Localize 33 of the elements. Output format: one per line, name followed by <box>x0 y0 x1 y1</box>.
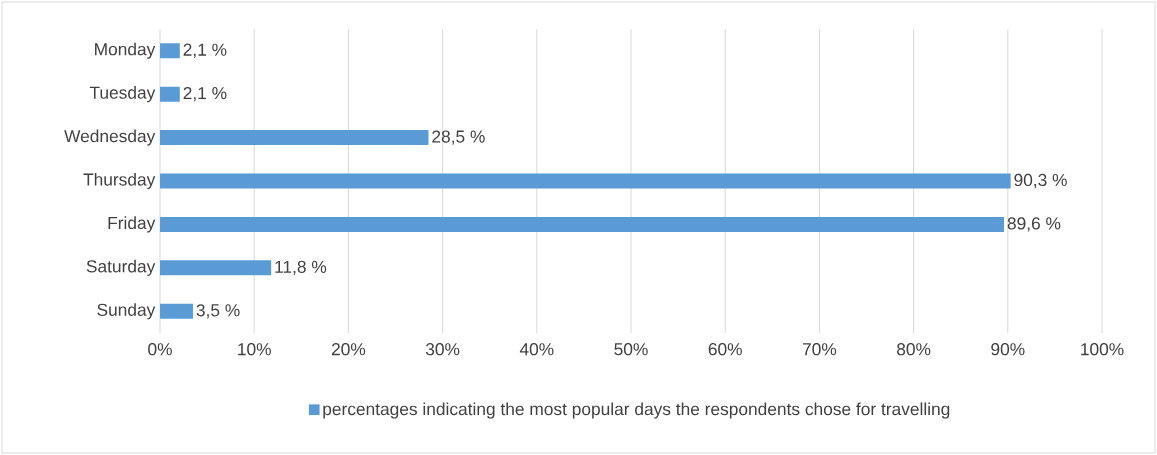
y-tick-label: Thursday <box>83 172 156 190</box>
y-tick-label: Tuesday <box>89 86 156 103</box>
y-tick-label: Friday <box>108 216 156 233</box>
bar <box>160 173 1011 189</box>
x-tick-label: 80% <box>897 343 931 356</box>
x-tick-label: 10% <box>238 343 271 356</box>
x-tick-label: 100% <box>1081 343 1124 356</box>
data-label: 2,1 % <box>183 43 227 58</box>
bar <box>160 260 272 276</box>
data-label: 11,8 % <box>275 260 327 276</box>
bar <box>160 86 180 102</box>
x-tick-label: 50% <box>614 343 648 356</box>
data-label: 2,1 % <box>183 86 227 102</box>
data-label: 90,3 % <box>1014 173 1067 189</box>
data-label: 89,6 % <box>1007 217 1061 232</box>
bar <box>160 303 193 319</box>
legend-label: percentages indicating the most popular days the respondents chose for travelling <box>323 402 950 419</box>
data-label: 3,5 % <box>196 304 240 319</box>
bar <box>160 43 180 59</box>
data-label: 28,5 % <box>432 130 485 145</box>
x-tick-label: 40% <box>519 343 554 356</box>
y-tick-label: Monday <box>95 42 156 59</box>
x-tick-label: 30% <box>425 343 460 356</box>
x-tick-label: 90% <box>991 343 1025 356</box>
bar <box>160 130 429 146</box>
x-tick-label: 70% <box>802 343 837 356</box>
y-tick-label: Saturday <box>86 259 156 276</box>
y-tick-label: Wednesday <box>64 129 156 146</box>
x-tick-label: 0% <box>148 343 172 356</box>
bar <box>160 216 1005 232</box>
y-tick-label: Sunday <box>97 303 156 320</box>
x-tick-label: 20% <box>331 343 366 356</box>
x-tick-label: 60% <box>708 343 742 356</box>
